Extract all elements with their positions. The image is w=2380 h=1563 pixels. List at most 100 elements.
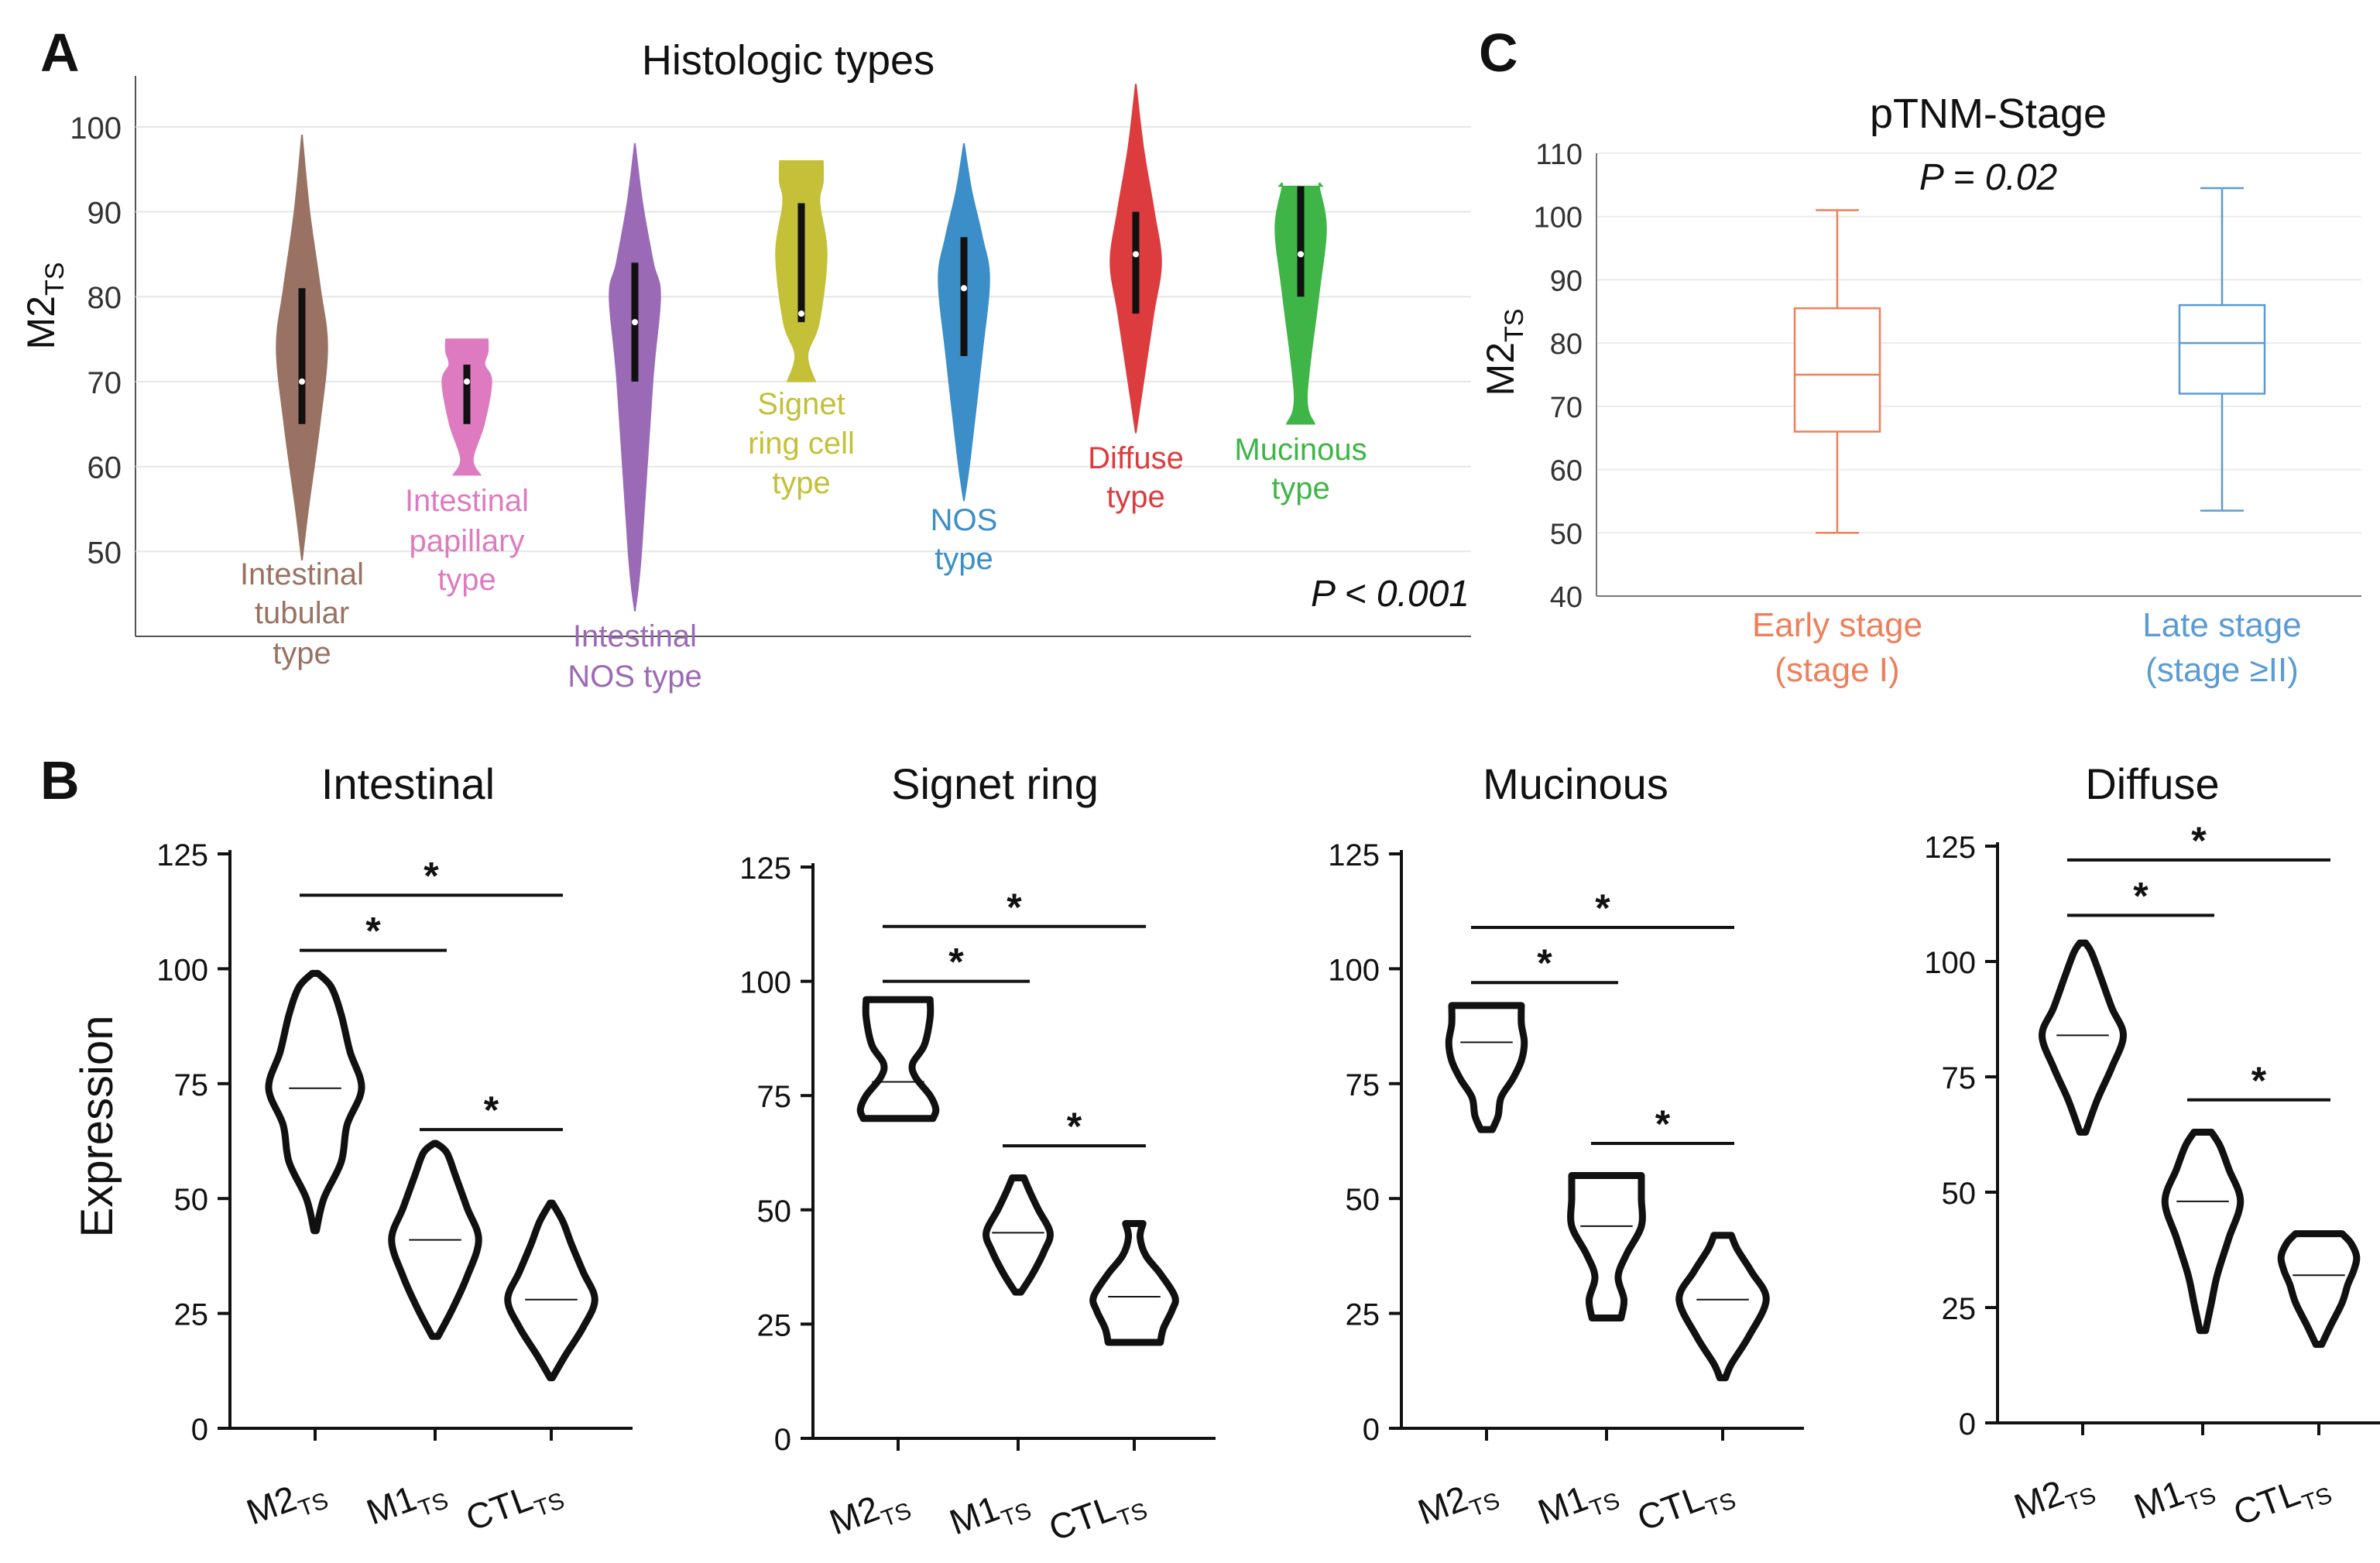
panel-b-xtick-label: M2TS bbox=[242, 1468, 332, 1539]
panel-b-xtick-label: M2TS bbox=[825, 1478, 915, 1549]
panel-b-ytick-label: 25 bbox=[174, 1298, 209, 1332]
panel-a-median-dot bbox=[961, 285, 967, 292]
panel-a-category-label: Intestinal bbox=[405, 484, 529, 518]
panel-c-ytick-label: 100 bbox=[1534, 202, 1583, 235]
panel-b-xtick-label: M1TS bbox=[945, 1478, 1035, 1549]
panel-b-significance-star: * bbox=[365, 910, 381, 953]
panel-b-xtick-label-sub: TS bbox=[1586, 1488, 1623, 1522]
panel-b-violin bbox=[983, 1174, 1054, 1296]
panel-label-b: B bbox=[40, 750, 80, 811]
panel-a-category-label: NOS type bbox=[568, 660, 701, 694]
panel-a-p-value: P < 0.001 bbox=[1311, 574, 1469, 615]
panel-b-xtick-label-main: M2 bbox=[242, 1478, 302, 1533]
panel-b-xtick-label: M1TS bbox=[2129, 1462, 2220, 1534]
panel-b-violin bbox=[1089, 1220, 1179, 1346]
panel-b-ytick-label: 75 bbox=[174, 1068, 209, 1102]
panel-c-p-value: P = 0.02 bbox=[1919, 157, 2057, 198]
panel-b-xtick-label-main: M1 bbox=[2129, 1472, 2190, 1527]
panel-b-xtick-label: M2TS bbox=[1413, 1468, 1504, 1539]
panel-b-xtick-label-sub: TS bbox=[2299, 1482, 2335, 1517]
panel-b-xtick-label-sub: TS bbox=[1703, 1488, 1739, 1522]
panel-a-median-dot bbox=[299, 378, 305, 385]
panel-b-subplot-title: Diffuse bbox=[2085, 759, 2219, 808]
panel-c-ytick-label: 80 bbox=[1550, 328, 1583, 361]
panel-a-category-label: type bbox=[1106, 480, 1165, 514]
panel-a-ytick-label: 80 bbox=[87, 281, 122, 315]
panel-b-significance-star: * bbox=[1007, 886, 1022, 929]
panel-a-ytick-label: 100 bbox=[70, 111, 122, 146]
panel-a-ytick-label: 60 bbox=[87, 451, 122, 485]
panel-b-ytick-label: 25 bbox=[757, 1308, 792, 1342]
panel-c-ylabel-main: M2 bbox=[1479, 342, 1522, 396]
panel-b-xtick-label: M2TS bbox=[2009, 1462, 2100, 1534]
panel-c-ytick-label: 50 bbox=[1550, 518, 1583, 550]
panel-b-ylabel: Expression bbox=[72, 1016, 122, 1238]
panel-c-ytick-label: 60 bbox=[1550, 455, 1583, 488]
panel-b-xtick-label-main: M1 bbox=[362, 1478, 422, 1533]
panel-b-ytick-label: 0 bbox=[191, 1413, 208, 1447]
panel-c-category-label: (stage I) bbox=[1775, 651, 1899, 689]
panel-b-significance-star: * bbox=[2133, 874, 2149, 917]
panel-b-ytick-label: 50 bbox=[174, 1183, 209, 1217]
panel-b-xtick-label: CTLTS bbox=[461, 1468, 568, 1545]
panel-a-category-label: tubular bbox=[255, 596, 349, 630]
panel-b-ytick-label: 50 bbox=[1942, 1177, 1977, 1211]
panel-a-violin bbox=[1274, 182, 1327, 425]
panel-b-xtick-label-sub: TS bbox=[531, 1488, 568, 1522]
panel-b-ytick-label: 50 bbox=[1346, 1183, 1380, 1217]
panel-b-xtick-label-sub: TS bbox=[295, 1488, 331, 1522]
panel-b-significance-star: * bbox=[2251, 1059, 2267, 1102]
panel-b-violin bbox=[504, 1199, 598, 1382]
panel-b-xtick-label-sub: TS bbox=[998, 1498, 1034, 1532]
panel-b-violin bbox=[856, 996, 940, 1123]
panel-c-ytick-label: 110 bbox=[1535, 139, 1583, 171]
panel-a-category-label: type bbox=[273, 636, 331, 670]
panel-b-xtick-label-main: CTL bbox=[1632, 1478, 1709, 1539]
panel-b-significance-star: * bbox=[2191, 819, 2207, 862]
panel-b-ytick-label: 75 bbox=[1942, 1061, 1977, 1095]
panel-b-violin bbox=[1567, 1172, 1646, 1322]
panel-a-category-label: Mucinous bbox=[1234, 433, 1367, 467]
panel-b-xtick-label-sub: TS bbox=[2183, 1482, 2219, 1517]
panel-a-ytick-label: 90 bbox=[87, 197, 122, 231]
panel-b-xtick-label-main: M2 bbox=[2009, 1472, 2070, 1527]
panel-c-ylabel-sub: TS bbox=[1500, 309, 1529, 342]
panel-b-ytick-label: 100 bbox=[156, 953, 208, 987]
panel-a-ytick-label: 50 bbox=[87, 536, 122, 570]
panel-b-xtick-label-sub: TS bbox=[2063, 1482, 2099, 1517]
panel-b-xtick-label: CTLTS bbox=[2228, 1462, 2336, 1540]
panel-b-significance-star: * bbox=[1067, 1105, 1082, 1148]
panel-b-xtick-label: M1TS bbox=[1533, 1468, 1624, 1539]
panel-b-subplot-title: Intestinal bbox=[321, 759, 495, 808]
panel-b-significance-star: * bbox=[948, 941, 964, 984]
panel-b-ytick-label: 50 bbox=[757, 1195, 792, 1229]
panel-a-category-label: type bbox=[437, 563, 496, 597]
panel-b-xtick-label-main: M2 bbox=[825, 1488, 885, 1543]
panel-b-significance-star: * bbox=[1595, 886, 1610, 930]
panel-c-category-label: (stage ≥II) bbox=[2145, 651, 2299, 689]
panel-a-median-dot bbox=[632, 319, 638, 326]
panel-b-ytick-label: 75 bbox=[757, 1080, 792, 1114]
panel-b-violin bbox=[388, 1140, 482, 1340]
panel-a-category-label: Diffuse bbox=[1088, 441, 1184, 475]
panel-a-category-label: NOS bbox=[931, 503, 998, 537]
panel-b-significance-star: * bbox=[424, 854, 439, 897]
panel-b-ytick-label: 125 bbox=[1328, 838, 1380, 872]
panel-b-xtick-label-main: M1 bbox=[945, 1488, 1005, 1543]
panel-b-xtick-label: CTLTS bbox=[1632, 1468, 1740, 1545]
panel-b-significance-star: * bbox=[484, 1088, 499, 1132]
panel-c-ytick-label: 70 bbox=[1550, 392, 1583, 424]
panel-b-significance-star: * bbox=[1655, 1102, 1671, 1146]
panel-b-ytick-label: 25 bbox=[1346, 1298, 1380, 1332]
panel-c-ytick-label: 40 bbox=[1550, 581, 1583, 614]
panel-c-ytick-label: 90 bbox=[1550, 265, 1583, 297]
panel-label-a: A bbox=[40, 22, 80, 83]
panel-b-xtick-label: M1TS bbox=[362, 1468, 452, 1539]
panel-a-ylabel: M2TS bbox=[19, 262, 70, 350]
panel-b-ytick-label: 100 bbox=[739, 966, 791, 1000]
